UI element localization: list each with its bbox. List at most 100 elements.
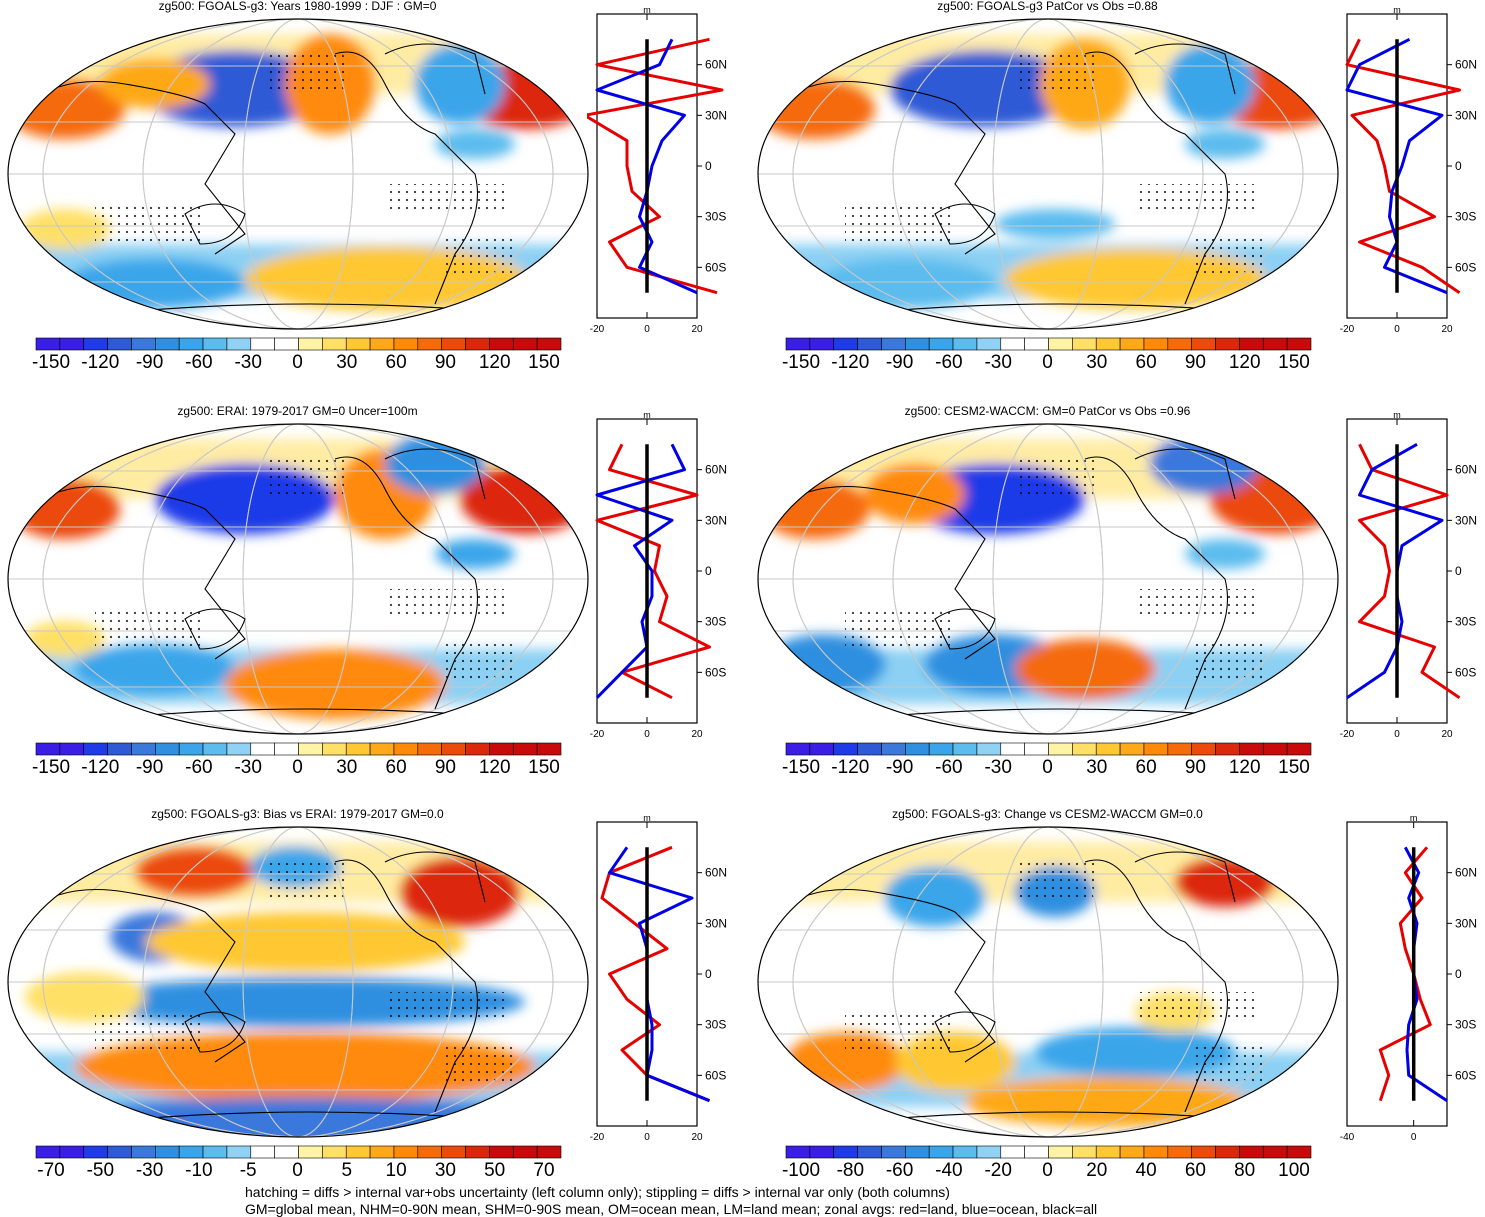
colorbar-tick-label: 80 xyxy=(1234,1160,1256,1181)
field-blob xyxy=(435,539,515,569)
lat-tick-label: 60N xyxy=(705,58,727,72)
lat-tick-label: 30S xyxy=(1455,615,1476,629)
colorbar-swatch xyxy=(417,742,442,756)
colorbar-tick-label: -70 xyxy=(37,1160,65,1181)
colorbar-swatch xyxy=(809,1145,835,1159)
colorbar-tick-label: -120 xyxy=(831,352,870,373)
stippling xyxy=(1135,184,1255,214)
lat-tick-label: 0 xyxy=(705,159,712,173)
colorbar-tick-label: -80 xyxy=(836,1160,865,1181)
field-blob xyxy=(1015,639,1155,699)
colorbar-tick-label: 20 xyxy=(1086,1160,1108,1181)
stippling xyxy=(1195,234,1265,274)
colorbar-swatch xyxy=(1048,1145,1073,1159)
colorbar-swatch xyxy=(1191,742,1216,756)
colorbar-swatch xyxy=(1215,742,1240,756)
colorbar-labels: -100 -80 -60 -40 -20 0 20 40 60 80 100 xyxy=(782,1160,1310,1184)
map-plot xyxy=(7,826,589,1138)
stippling xyxy=(1135,992,1255,1022)
colorbar-swatch xyxy=(59,1145,85,1159)
colorbar-swatch xyxy=(178,742,204,756)
colorbar xyxy=(35,337,562,351)
panel-title: zg500: CESM2-WACCM: GM=0 PatCor vs Obs =… xyxy=(904,404,1191,418)
colorbar-swatch xyxy=(1286,1145,1312,1159)
colorbar-swatch xyxy=(322,337,347,351)
colorbar-swatch xyxy=(345,742,371,756)
field-blob xyxy=(1035,1027,1235,1077)
colorbar-swatch xyxy=(274,337,299,351)
lat-tick-label: 60N xyxy=(1455,58,1477,72)
colorbar-swatch xyxy=(131,742,156,756)
colorbar-swatch xyxy=(369,1145,395,1159)
zonal-x-tick-label: 20 xyxy=(1441,729,1453,740)
colorbar-tick-label: 120 xyxy=(478,757,511,778)
colorbar-tick-label: -90 xyxy=(135,757,164,778)
panel-title: zg500: FGOALS-g3: Change vs CESM2-WACCM … xyxy=(892,807,1203,821)
stippling xyxy=(845,204,955,244)
colorbar-tick-label: 60 xyxy=(1135,757,1157,778)
zonal-land-line xyxy=(595,443,711,700)
zonal-x-tick-label: 20 xyxy=(1441,324,1453,335)
colorbar-swatch xyxy=(178,1145,204,1159)
colorbar-swatch xyxy=(1000,337,1025,351)
zonal-x-tick-label: 0 xyxy=(644,324,650,335)
colorbar-swatch xyxy=(512,1145,538,1159)
lat-tick-label: 30S xyxy=(1455,1018,1476,1032)
field-blob xyxy=(415,44,505,124)
colorbar-swatch xyxy=(952,742,978,756)
colorbar-swatch xyxy=(905,742,930,756)
colorbar-swatch xyxy=(536,742,562,756)
colorbar-tick-label: 100 xyxy=(1278,1160,1310,1181)
colorbar-swatch xyxy=(809,337,835,351)
lat-tick-label: 60N xyxy=(705,463,727,477)
zonal-x-tick-label: -20 xyxy=(1340,729,1355,740)
lat-tick-label: 60S xyxy=(1455,260,1476,274)
colorbar-swatch xyxy=(512,742,538,756)
zonal-ocean-line xyxy=(608,846,711,1103)
colorbar-swatch xyxy=(881,742,906,756)
zonal-land-line xyxy=(1358,443,1461,699)
colorbar-swatch xyxy=(35,337,61,351)
zonal-x-tick-label: -20 xyxy=(590,729,605,740)
lat-tick-label: 60N xyxy=(1455,463,1477,477)
lat-tick-label: 60S xyxy=(1455,1068,1476,1082)
colorbar-tick-label: 90 xyxy=(1184,757,1206,778)
colorbar-swatch xyxy=(1262,337,1288,351)
footer-line-2: GM=global mean, NHM=0-90N mean, SHM=0-90… xyxy=(245,1201,1098,1217)
colorbar-swatch xyxy=(226,1145,252,1159)
zonal-land-line xyxy=(600,845,711,1103)
colorbar-swatch xyxy=(441,1145,466,1159)
colorbar-swatch xyxy=(1048,742,1073,756)
colorbar-swatch xyxy=(1072,1145,1097,1159)
stippling xyxy=(1195,1042,1265,1082)
lat-tick-label: 30N xyxy=(705,916,727,930)
colorbar-swatch xyxy=(369,337,395,351)
colorbar-tick-label: -150 xyxy=(31,757,71,778)
colorbar-swatch xyxy=(1286,337,1312,351)
colorbar-tick-label: -20 xyxy=(984,1160,1012,1181)
colorbar xyxy=(35,742,562,756)
colorbar-tick-label: -90 xyxy=(885,757,914,778)
zonal-x-tick-label: 0 xyxy=(644,729,650,740)
colorbar-swatch xyxy=(1143,337,1169,351)
lat-tick-label: 30S xyxy=(705,615,726,629)
colorbar-tick-label: 60 xyxy=(385,757,407,778)
colorbar-tick-label: -120 xyxy=(81,757,120,778)
colorbar-swatch xyxy=(1262,742,1288,756)
zonal-x-tick-label: 0 xyxy=(1411,1132,1417,1143)
colorbar-swatch xyxy=(83,337,108,351)
zonal-land-line xyxy=(1345,38,1461,294)
colorbar-tick-label: 150 xyxy=(528,352,560,373)
panel-p2: zg500: FGOALS-g3 PatCor vs Obs =0.88 60N 3… xyxy=(755,0,1477,400)
zonal-unit-label: m xyxy=(643,410,651,420)
colorbar-tick-label: 60 xyxy=(1135,352,1157,373)
lat-tick-label: 0 xyxy=(1455,967,1462,981)
stippling xyxy=(445,234,515,274)
colorbar-swatch xyxy=(1262,1145,1288,1159)
colorbar-swatch xyxy=(976,742,1002,756)
field-blob xyxy=(1175,857,1275,907)
field-blob xyxy=(25,972,145,1022)
colorbar-swatch xyxy=(881,1145,906,1159)
colorbar-swatch xyxy=(489,337,514,351)
colorbar-tick-label: -150 xyxy=(781,352,821,373)
